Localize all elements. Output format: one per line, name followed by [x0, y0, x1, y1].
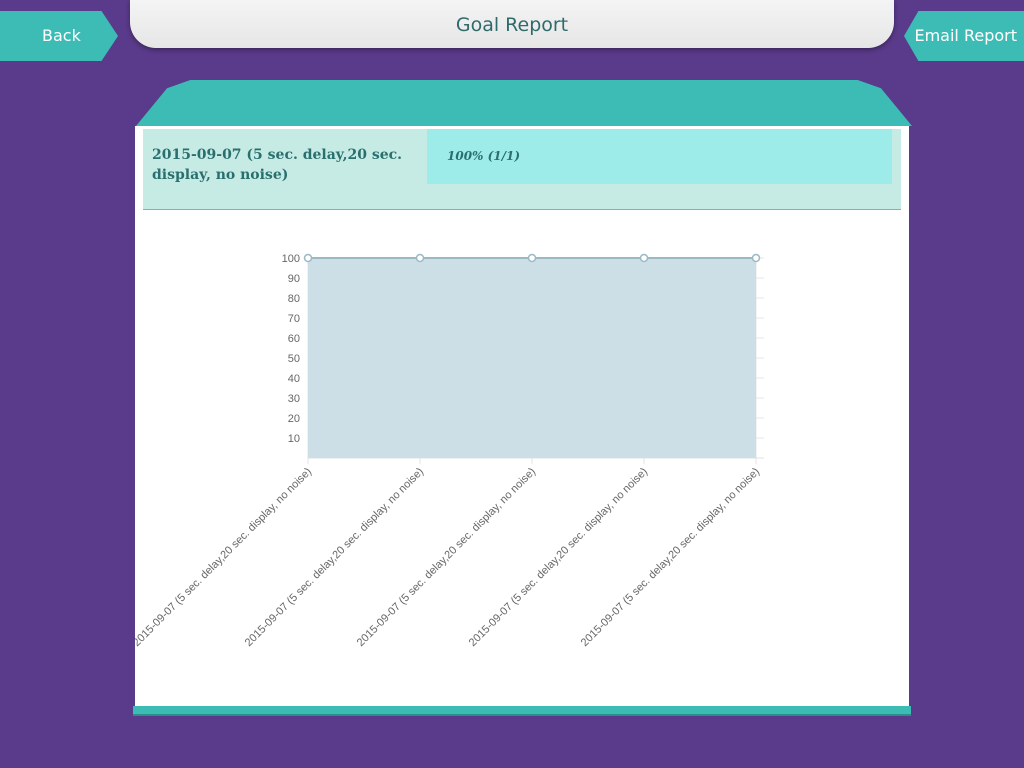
- data-point: [303, 253, 313, 263]
- goal-chart: 10 20 30 40 50 60 70 80 90 100 2015-09-07 (5 sec. …: [135, 253, 764, 649]
- data-point: [415, 253, 425, 263]
- data-point: [751, 253, 761, 263]
- y-tick-label: 40: [288, 373, 300, 385]
- result-box: 100% (1/1): [427, 129, 892, 184]
- report-panel: 2015-09-07 (5 sec. delay,20 sec. display…: [135, 126, 909, 710]
- x-tick-label: 2015-09-07 (5 sec. delay,20 sec. display…: [467, 466, 650, 649]
- x-tick-label: 2015-09-07 (5 sec. delay,20 sec. display…: [579, 466, 762, 649]
- y-tick-label: 80: [288, 293, 300, 305]
- y-tick-label: 90: [288, 273, 300, 285]
- header-bar: Goal Report: [130, 0, 894, 48]
- y-tick-label: 10: [288, 433, 300, 445]
- session-label-cell: 2015-09-07 (5 sec. delay,20 sec. display…: [143, 129, 419, 210]
- x-tick-label: 2015-09-07 (5 sec. delay,20 sec. display…: [355, 466, 538, 649]
- page-title: Goal Report: [455, 14, 569, 36]
- y-tick-label: 50: [288, 353, 300, 365]
- y-tick-label: 30: [288, 393, 300, 405]
- y-tick-label: 70: [288, 313, 300, 325]
- x-tick-label: 2015-09-07 (5 sec. delay,20 sec. display…: [243, 466, 426, 649]
- y-tick-label: 60: [288, 333, 300, 345]
- back-button[interactable]: Back: [0, 11, 118, 61]
- email-report-button[interactable]: Email Report: [904, 11, 1024, 61]
- series-area: [308, 258, 756, 458]
- session-label: 2015-09-07 (5 sec. delay,20 sec. display…: [152, 147, 403, 183]
- session-result-cell: 100% (1/1): [419, 129, 901, 210]
- data-point: [527, 253, 537, 263]
- y-tick-label: 20: [288, 413, 300, 425]
- panel-footer: [133, 706, 911, 716]
- x-tick-label: 2015-09-07 (5 sec. delay,20 sec. display…: [135, 466, 314, 649]
- data-point: [639, 253, 649, 263]
- y-tick-label: 100: [282, 253, 300, 265]
- result-value: 100% (1/1): [447, 149, 521, 163]
- panel-header-tab: [136, 80, 912, 126]
